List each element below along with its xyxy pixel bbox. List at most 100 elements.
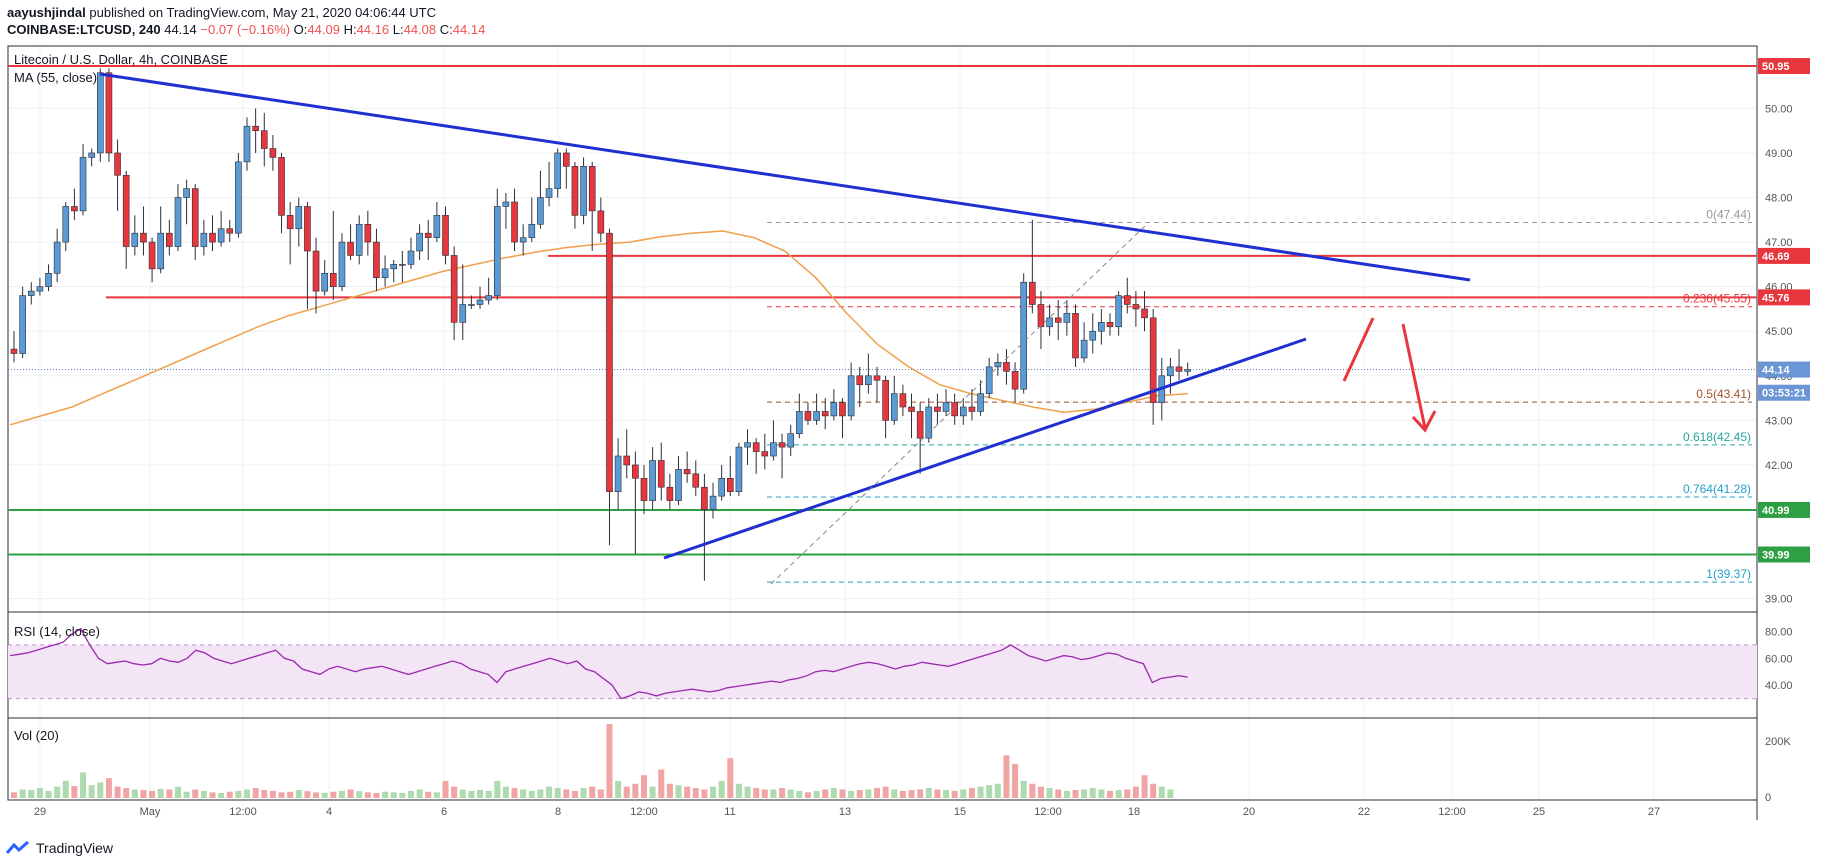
volume-bar	[675, 785, 682, 798]
time-axis[interactable]: 29 May 12:00 4 6 8 12:00 11 13 15 12:00 18 20 22 12:00…	[34, 806, 1660, 818]
candle-body	[813, 411, 820, 421]
candle-body	[260, 130, 268, 149]
candle-body	[563, 152, 570, 167]
volume-bar	[1115, 790, 1122, 798]
volume-bar	[761, 789, 768, 798]
volume-bar	[88, 785, 95, 798]
volume-title: Vol (20)	[14, 728, 59, 743]
candle	[450, 246, 458, 341]
volume-bar	[97, 782, 104, 798]
candle-body	[1072, 313, 1079, 359]
fib-level-label: 0.5(43.41)	[1696, 387, 1751, 401]
candle-body	[597, 210, 605, 234]
candle	[338, 233, 346, 292]
volume-bar	[28, 790, 35, 798]
volume-bar	[200, 790, 207, 798]
candle	[183, 179, 190, 225]
candle-body	[640, 477, 648, 501]
close-label: C:	[439, 22, 453, 37]
candle-body	[1020, 281, 1028, 390]
candle-body	[191, 188, 199, 247]
volume-bar	[787, 789, 794, 798]
candle	[959, 398, 967, 425]
volume-bar	[123, 788, 130, 798]
candle-body	[416, 232, 423, 252]
volume-bar	[1072, 790, 1079, 798]
volume-bar	[1003, 755, 1010, 798]
candle-body	[554, 152, 561, 189]
candle	[778, 433, 786, 479]
candle	[347, 224, 354, 260]
price-tag-resistance: 46.69	[1758, 247, 1810, 264]
candle-body	[580, 166, 587, 216]
volume-bar	[183, 791, 190, 798]
volume-bar	[105, 778, 112, 798]
candle	[166, 219, 173, 256]
candle-body	[649, 460, 656, 501]
candle-body	[1115, 295, 1122, 328]
candle	[614, 438, 622, 510]
rsi-title: RSI (14, close)	[14, 624, 100, 639]
candle	[502, 193, 510, 229]
volume-bar	[425, 791, 432, 798]
candle	[243, 117, 251, 171]
candle-body	[450, 255, 458, 323]
volume-bar	[416, 789, 423, 798]
x-tick-label: 13	[839, 806, 851, 818]
candle-body	[908, 406, 915, 412]
volume-bar	[744, 786, 751, 798]
volume-bar	[468, 790, 475, 798]
candle	[1167, 357, 1174, 394]
volume-bar	[865, 789, 872, 798]
high-value: 44.16	[356, 22, 390, 37]
x-tick-label: 11	[724, 806, 735, 818]
volume-bar	[459, 789, 466, 798]
volume-bar	[1037, 786, 1044, 798]
candle-body	[623, 455, 631, 466]
candle-body	[459, 304, 467, 323]
price-axis[interactable]: 39.0040.0041.0042.0043.0044.0045.0046.00…	[1765, 103, 1793, 605]
candle	[813, 393, 820, 425]
candle	[511, 188, 518, 252]
volume-bar	[623, 786, 630, 798]
candle-body	[321, 272, 328, 292]
price-tag-bg	[1758, 361, 1810, 378]
candle-body	[951, 402, 958, 417]
candle-body	[485, 295, 492, 301]
volume-bar	[278, 792, 285, 798]
candle	[865, 353, 872, 394]
candle	[321, 259, 328, 296]
volume-bar	[451, 786, 458, 798]
candle	[839, 398, 846, 439]
candle	[27, 282, 35, 305]
volume-bar	[269, 790, 276, 798]
candle-body	[295, 206, 303, 230]
volume-bar	[701, 789, 708, 798]
author-name[interactable]: aayushjindal	[7, 5, 86, 20]
candle	[286, 201, 294, 265]
fib-anchor-line	[770, 225, 1146, 585]
price-tag-bg	[1758, 384, 1810, 401]
price-tag-countdown: 03:53:21	[1758, 384, 1810, 401]
candle	[796, 393, 803, 439]
volume-bar	[848, 790, 855, 798]
candle-body	[873, 375, 881, 381]
candle-body	[1123, 295, 1131, 305]
volume-bar	[295, 790, 302, 798]
candle-body	[399, 264, 406, 266]
volume-bar	[640, 775, 647, 798]
footer-brand[interactable]: TradingView	[6, 840, 113, 856]
candle	[916, 402, 924, 474]
candle	[53, 228, 61, 283]
candle-body	[744, 442, 751, 448]
volume-bar	[943, 790, 950, 798]
candle	[62, 201, 70, 252]
candle-body	[856, 375, 864, 386]
candle	[200, 219, 208, 256]
candle-body	[433, 215, 441, 238]
candle	[580, 157, 587, 225]
candle-body	[839, 402, 846, 417]
volume-bar	[520, 789, 527, 798]
candle	[424, 219, 432, 260]
